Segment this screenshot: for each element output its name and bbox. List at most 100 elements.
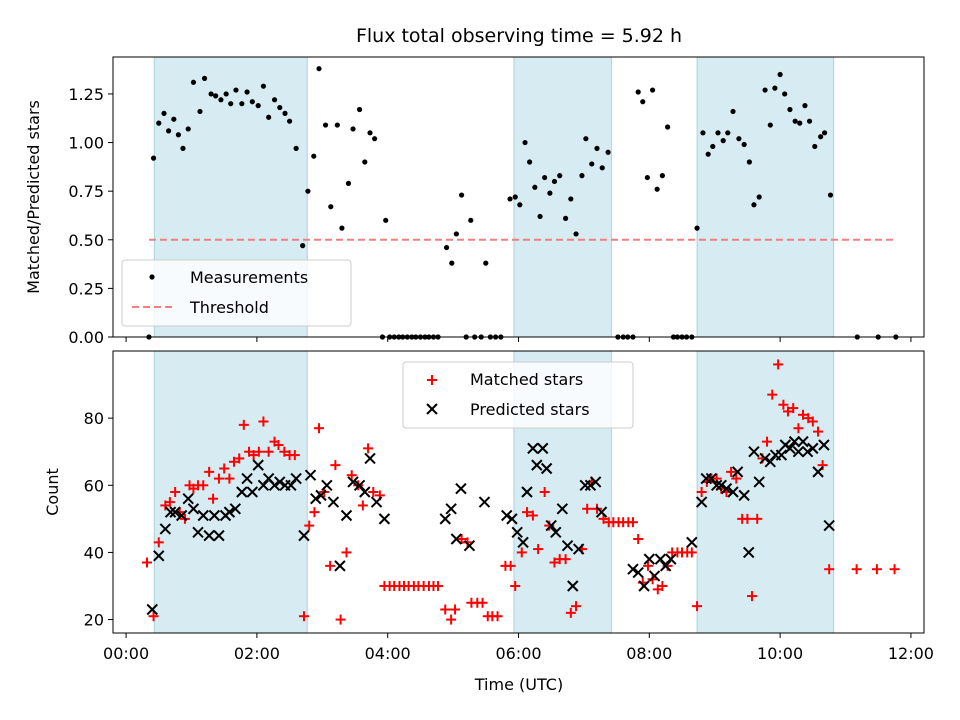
bottom-y-axis-label: Count [43,468,62,516]
matched-point-59 [450,604,461,615]
matched-point-132 [851,564,862,575]
measurement-point-57 [443,244,450,251]
top-y-tick-label-5: 1.25 [68,85,104,104]
matched-point-35 [325,560,336,571]
predicted-point-59 [561,540,574,552]
predicted-point-95 [797,435,809,448]
measurement-point-27 [286,118,293,124]
measurement-point-72 [522,139,528,146]
predicted-point-47 [501,509,513,522]
predicted-point-2 [159,523,172,535]
predicted-point-46 [478,496,491,508]
predicted-point-56 [545,519,557,532]
top-legend: Measurements Threshold [121,259,352,327]
measurement-point-36 [339,225,345,231]
measurement-point-117 [756,194,762,200]
measurement-point-86 [594,145,600,151]
legend-predicted-marker [426,403,438,415]
measurement-point-40 [362,159,368,165]
predicted-point-72 [659,560,672,572]
measurement-point-6 [175,132,182,138]
matched-point-80 [565,607,576,618]
predicted-point-38 [364,452,376,465]
matched-point-30 [298,611,309,622]
legend-threshold-label: Threshold [189,298,269,317]
predicted-point-37 [359,486,371,498]
predicted-point-61 [572,543,585,555]
predicted-point-75 [695,496,708,508]
predicted-point-64 [589,476,602,488]
matched-point-123 [782,406,793,417]
predicted-point-67 [632,566,644,579]
matched-point-29 [289,450,300,461]
x-tick-label-5: 10:00 [757,644,803,663]
matched-point-39 [346,470,357,481]
predicted-point-12 [213,529,225,542]
matched-point-106 [696,487,707,497]
matched-point-26 [273,440,284,450]
predicted-point-88 [764,456,777,468]
top-shaded-interval-1 [513,56,612,338]
measurement-point-83 [579,173,585,179]
measurement-point-41 [367,130,373,136]
predicted-point-81 [727,486,739,498]
measurement-point-122 [782,91,788,97]
predicted-point-9 [197,509,209,522]
matched-point-115 [742,513,753,524]
matched-point-116 [746,591,757,602]
measurement-point-21 [255,103,261,109]
predicted-point-43 [450,533,463,545]
measurement-point-94 [640,99,646,105]
matched-point-104 [686,547,697,558]
predicted-point-40 [378,513,391,525]
measurement-point-13 [213,93,219,99]
predicted-point-57 [550,526,562,538]
matched-point-22 [253,446,264,457]
matched-point-72 [522,507,533,518]
measurement-point-74 [532,184,538,190]
predicted-point-62 [579,479,591,491]
matched-point-113 [731,473,742,484]
predicted-point-68 [638,580,650,592]
measurement-point-19 [244,89,250,95]
matched-point-17 [228,456,239,467]
matched-point-92 [627,517,638,528]
measurement-point-10 [197,108,203,115]
matched-point-117 [752,513,763,524]
matched-point-112 [726,466,737,477]
x-axis-label: Time (UTC) [474,675,563,694]
matched-point-60 [456,534,467,544]
matched-point-81 [571,601,582,612]
predicted-point-53 [531,459,543,471]
measurement-point-20 [249,99,255,105]
measurement-point-23 [266,114,272,120]
matched-point-119 [762,436,773,447]
measurement-point-71 [517,202,523,208]
measurement-point-110 [720,138,726,144]
bottom-data-marks [142,359,900,625]
measurement-point-120 [772,85,778,91]
measurement-point-81 [568,196,574,202]
predicted-point-66 [627,563,639,575]
measurement-point-95 [644,174,650,181]
measurement-point-105 [694,225,700,231]
measurement-point-116 [751,202,757,208]
measurement-point-2 [156,120,162,126]
measurement-point-112 [730,108,736,115]
predicted-point-32 [327,496,340,508]
x-tick-label-6: 12:00 [888,644,934,663]
predicted-point-69 [643,553,656,565]
matched-point-70 [510,581,521,591]
predicted-point-23 [274,476,286,488]
measurement-point-59 [453,231,459,237]
x-tick-label-3: 06:00 [495,644,541,663]
predicted-point-1 [153,550,165,562]
predicted-point-65 [595,506,608,518]
measurement-point-73 [527,159,533,165]
matched-point-93 [633,534,644,544]
top-axis-ticks: 0.00 0.25 0.50 0.75 1.00 1.25 [68,85,912,347]
matched-point-75 [539,487,550,497]
measurement-point-82 [573,231,579,237]
matched-point-18 [234,453,245,464]
predicted-point-94 [792,446,805,458]
